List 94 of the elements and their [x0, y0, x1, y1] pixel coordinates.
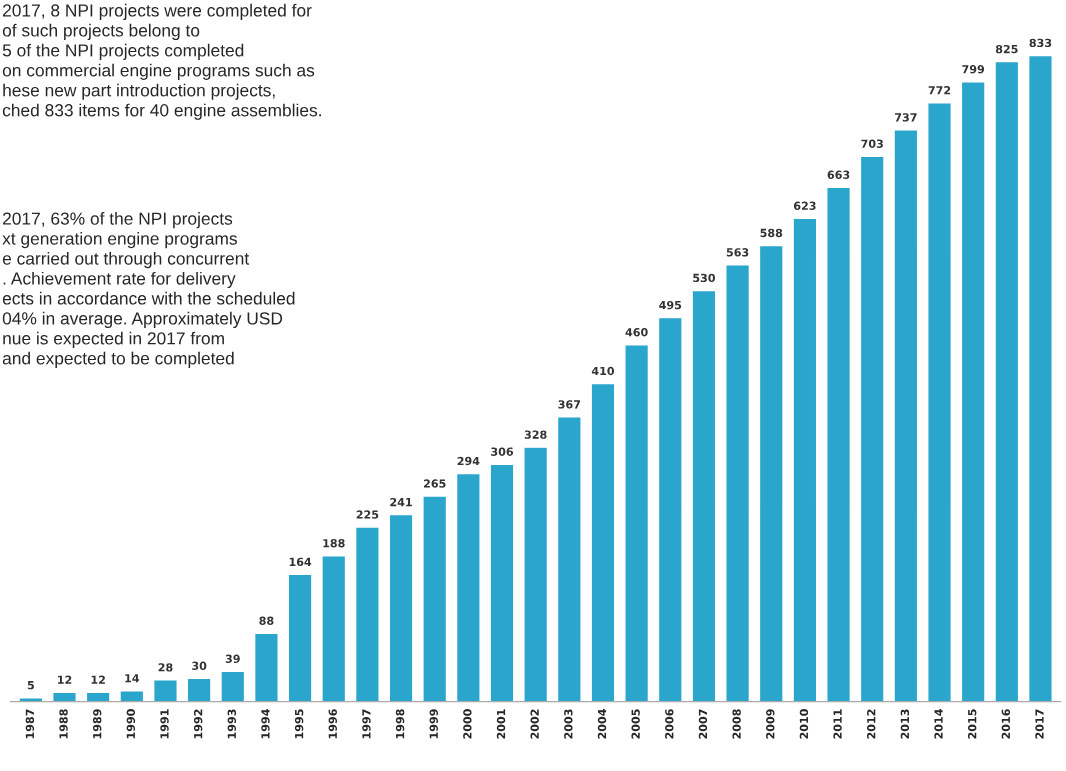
bar: [321, 555, 347, 702]
data-label: 663: [827, 170, 850, 179]
x-tick-label: 2014: [934, 709, 943, 739]
x-tick-label: 1994: [261, 709, 270, 739]
x-tick-label: 2000: [463, 709, 472, 739]
bar: [1028, 54, 1053, 702]
data-label: 460: [625, 328, 648, 337]
x-tick-label: 1996: [328, 709, 337, 739]
bar: [523, 446, 549, 702]
data-label: 14: [125, 674, 140, 683]
bar: [556, 416, 582, 702]
x-tick-label: 2009: [766, 709, 775, 739]
x-tick-label: 1991: [160, 709, 169, 739]
x-tick-label: 2002: [530, 709, 539, 739]
bar: [220, 670, 246, 702]
data-label: 28: [158, 663, 173, 672]
data-label: 530: [693, 273, 715, 283]
x-tick-label: 1989: [92, 709, 102, 739]
data-label: 825: [995, 44, 1018, 54]
bar: [455, 472, 481, 702]
x-tick-label: 2007: [698, 709, 708, 739]
bar: [489, 463, 515, 702]
data-label: 588: [760, 228, 783, 238]
data-label: 88: [259, 616, 274, 625]
bar: [287, 573, 313, 702]
bar: [152, 679, 178, 702]
x-tick-label: 2008: [732, 709, 741, 739]
x-tick-label: 1988: [59, 709, 68, 739]
bar: [590, 382, 616, 702]
data-label: 265: [423, 479, 446, 488]
bar: [893, 129, 919, 702]
data-label: 799: [962, 65, 985, 74]
bar: [792, 217, 818, 702]
bar: [691, 289, 717, 702]
x-tick-label: 2011: [833, 709, 842, 739]
x-tick-label: 1990: [126, 709, 136, 739]
bar: [119, 690, 145, 702]
annotation: 2017, 8 NPI projects were completed for of such projects belong to 5 of the NPI projects completed on commercial engine programs such as hese new part introduction projects, ched 833 items for 40 engine assemblies.: [2, 3, 321, 120]
data-label: 328: [524, 430, 547, 439]
bar: [186, 677, 212, 702]
x-tick-label: 2003: [564, 709, 573, 739]
data-label: 30: [192, 661, 207, 670]
x-tick-label: 2005: [631, 709, 640, 739]
bar: [826, 186, 852, 702]
x-tick-label: 2016: [1001, 709, 1011, 739]
x-tick-label: 2015: [967, 709, 977, 739]
x-tick-label: 1998: [395, 709, 405, 739]
bar: [657, 316, 683, 702]
x-tick-label: 1992: [193, 709, 203, 739]
x-tick-label: 2010: [799, 709, 809, 739]
x-tick-label: 1995: [294, 709, 304, 739]
data-label: 410: [591, 366, 615, 376]
x-tick-label: 2012: [867, 709, 876, 739]
bar: [758, 244, 784, 702]
bar: [388, 513, 414, 702]
data-label: 5: [27, 681, 34, 690]
bar: [994, 60, 1020, 702]
data-label: 12: [91, 675, 105, 684]
data-label: 39: [225, 654, 240, 663]
data-label: 495: [659, 300, 682, 310]
data-label: 737: [895, 113, 917, 122]
bar: [253, 632, 279, 702]
x-tick-label: 1999: [429, 709, 438, 739]
data-label: 623: [793, 201, 816, 210]
data-label: 225: [356, 510, 379, 519]
x-tick-label: 2017: [1035, 709, 1044, 739]
data-label: 241: [390, 497, 412, 507]
data-label: 294: [457, 456, 480, 466]
data-label: 833: [1029, 38, 1052, 48]
annotation: 2017, 63% of the NPI projects xt generation engine programs e carried out through concurrent . Achievement rate for delivery ects in accordance with the scheduled 04% in average. Approximately USD nue is expected in 2017 from and expected to be completed: [2, 212, 295, 368]
bar: [927, 102, 952, 702]
bar: [725, 264, 751, 702]
bar: [422, 495, 448, 702]
bar: [52, 691, 77, 702]
bar: [859, 155, 885, 702]
data-label: 188: [323, 539, 345, 548]
x-tick-label: 2001: [496, 709, 506, 739]
x-tick-label: 1997: [362, 709, 371, 739]
x-tick-label: 2006: [665, 709, 674, 739]
data-label: 12: [58, 675, 72, 684]
data-label: 563: [726, 248, 749, 257]
data-label: 164: [289, 557, 312, 567]
x-tick-label: 1993: [227, 709, 236, 739]
x-tick-label: 2004: [597, 709, 607, 739]
bar: [960, 81, 986, 702]
data-label: 703: [861, 139, 883, 148]
bar: [85, 691, 111, 702]
data-label: 306: [491, 447, 514, 456]
data-label: 772: [928, 85, 951, 95]
bar: [354, 526, 380, 702]
x-tick-label: 1987: [25, 709, 35, 739]
x-tick-label: 2013: [900, 709, 910, 739]
data-label: 367: [558, 400, 581, 409]
bar: [624, 344, 650, 702]
